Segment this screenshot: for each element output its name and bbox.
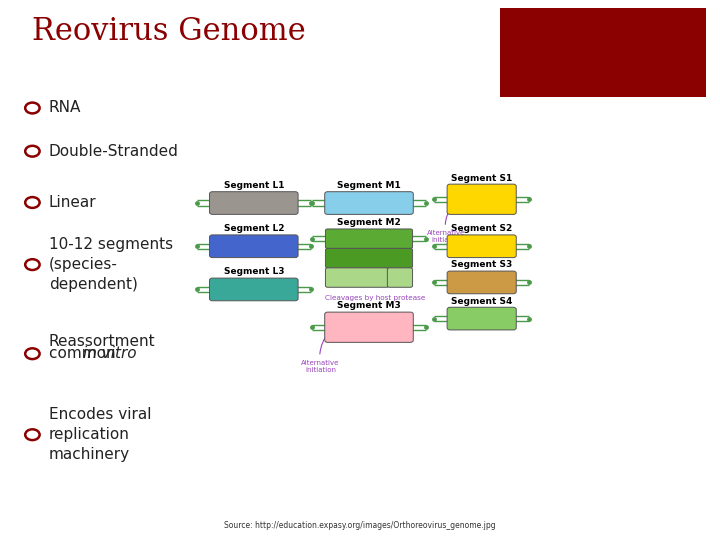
Text: Segment L3: Segment L3 — [223, 267, 284, 276]
FancyBboxPatch shape — [325, 229, 413, 248]
FancyBboxPatch shape — [447, 184, 516, 214]
Text: Mu2: Mu2 — [361, 199, 377, 207]
Text: RdRp Lambda 3: RdRp Lambda 3 — [222, 199, 286, 207]
Text: 10-12 segments
(species-
dependent): 10-12 segments (species- dependent) — [49, 237, 173, 292]
Text: Reassortment: Reassortment — [49, 334, 156, 349]
FancyBboxPatch shape — [325, 248, 413, 268]
Text: Phi: Phi — [394, 273, 406, 282]
FancyBboxPatch shape — [447, 271, 516, 294]
Text: common: common — [49, 346, 120, 361]
Text: Segment S3: Segment S3 — [451, 260, 513, 269]
FancyBboxPatch shape — [210, 192, 298, 214]
Text: Segment L1: Segment L1 — [223, 181, 284, 190]
Text: Double-Stranded: Double-Stranded — [49, 144, 179, 159]
Text: Segment M1: Segment M1 — [337, 181, 401, 190]
Text: Encodes viral
replication
machinery: Encodes viral replication machinery — [49, 407, 151, 462]
Text: Mu1: Mu1 — [361, 234, 377, 243]
Text: Reovirus Genome: Reovirus Genome — [32, 16, 306, 47]
Text: Segment M2: Segment M2 — [337, 218, 401, 227]
Text: RNA: RNA — [49, 100, 81, 116]
Text: Mu1C: Mu1C — [358, 254, 380, 262]
Text: Source: http://education.expasy.org/images/Orthoreovirus_genome.jpg: Source: http://education.expasy.org/imag… — [224, 521, 496, 530]
Text: in vitro: in vitro — [83, 346, 136, 361]
Text: Sigma 1
S.1s: Sigma 1 S.1s — [465, 190, 498, 209]
Text: Alternative
initiation: Alternative initiation — [301, 333, 340, 373]
Text: Segment S1: Segment S1 — [451, 173, 513, 183]
Text: Segment M3: Segment M3 — [337, 301, 401, 310]
Text: Linear: Linear — [49, 195, 96, 210]
FancyBboxPatch shape — [325, 192, 413, 214]
Text: Delta: Delta — [346, 273, 368, 282]
Text: Lambda 2: Lambda 2 — [234, 242, 274, 251]
Bar — [500, 8, 706, 97]
FancyBboxPatch shape — [447, 307, 516, 330]
Text: Cleavages by host protease: Cleavages by host protease — [325, 295, 425, 301]
Text: Segment L2: Segment L2 — [223, 224, 284, 233]
Text: Lambda 1: Lambda 1 — [234, 285, 274, 294]
Text: Segment S2: Segment S2 — [451, 224, 513, 233]
FancyBboxPatch shape — [210, 278, 298, 301]
FancyBboxPatch shape — [325, 268, 389, 287]
Text: Sigma 2: Sigma 2 — [465, 242, 498, 251]
FancyBboxPatch shape — [325, 312, 413, 342]
Text: MuNS
MuNSC: MuNS MuNSC — [355, 318, 383, 337]
Text: Alternative
initiation: Alternative initiation — [427, 208, 466, 243]
Text: Segment S4: Segment S4 — [451, 296, 513, 306]
FancyBboxPatch shape — [210, 235, 298, 258]
Text: Sigma 3: Sigma 3 — [465, 314, 498, 323]
Text: Sigma NS: Sigma NS — [462, 278, 501, 287]
FancyBboxPatch shape — [387, 268, 413, 287]
FancyBboxPatch shape — [447, 235, 516, 258]
